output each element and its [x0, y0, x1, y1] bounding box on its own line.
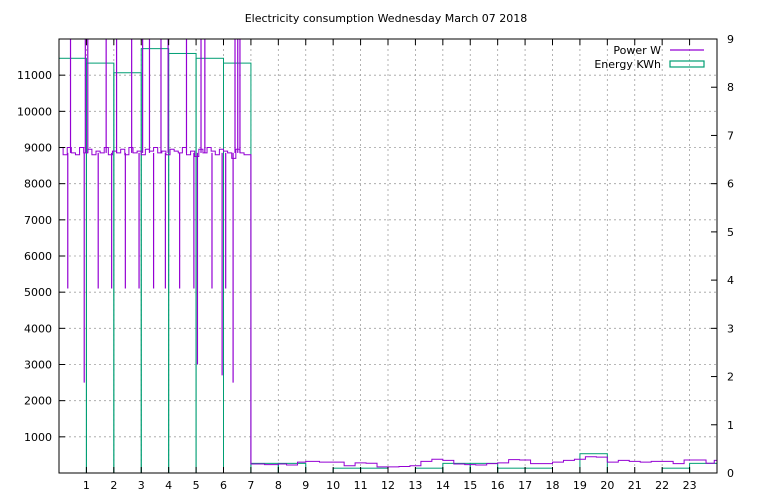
y-right-tick-label: 5 — [727, 226, 734, 239]
x-tick-label: 12 — [381, 479, 395, 492]
x-tick-label: 15 — [463, 479, 477, 492]
legend-label-energy: Energy KWh — [594, 58, 661, 71]
x-tick-label: 14 — [436, 479, 450, 492]
y-left-tick-label: 6000 — [24, 250, 52, 263]
y-right-tick-label: 2 — [727, 371, 734, 384]
y-left-tick-label: 11000 — [17, 69, 52, 82]
y-left-tick-label: 5000 — [24, 286, 52, 299]
x-tick-label: 20 — [600, 479, 614, 492]
chart-title: Electricity consumption Wednesday March … — [245, 12, 528, 25]
x-tick-label: 1 — [83, 479, 90, 492]
x-tick-label: 22 — [655, 479, 669, 492]
legend: Power W Energy KWh — [594, 44, 705, 71]
x-tick-label: 5 — [193, 479, 200, 492]
y-right-tick-label: 3 — [727, 322, 734, 335]
y-left-tick-label: 2000 — [24, 395, 52, 408]
y-left-tick-label: 3000 — [24, 359, 52, 372]
axis-layer: 1 2 3 4 5 6 7 8 9 10 11 12 13 14 15 16 17 18 19 20 21 22 23100… — [17, 33, 734, 492]
y-left-tick-label: 4000 — [24, 322, 52, 335]
y-right-tick-label: 1 — [727, 419, 734, 432]
x-tick-label: 16 — [491, 479, 505, 492]
x-tick-label: 13 — [408, 479, 422, 492]
y-right-tick-label: 6 — [727, 178, 734, 191]
x-tick-label: 17 — [518, 479, 532, 492]
x-tick-label: 4 — [165, 479, 172, 492]
legend-label-power: Power W — [613, 44, 661, 57]
x-tick-label: 19 — [573, 479, 587, 492]
x-tick-label: 11 — [354, 479, 368, 492]
x-tick-label: 21 — [628, 479, 642, 492]
x-tick-label: 3 — [138, 479, 145, 492]
y-right-tick-label: 9 — [727, 33, 734, 46]
y-right-tick-label: 4 — [727, 274, 734, 287]
y-right-tick-label: 0 — [727, 467, 734, 480]
x-tick-label: 6 — [220, 479, 227, 492]
y-left-tick-label: 9000 — [24, 142, 52, 155]
power-series — [59, 39, 717, 468]
y-left-tick-label: 1000 — [24, 431, 52, 444]
y-left-tick-label: 7000 — [24, 214, 52, 227]
y-left-tick-label: 8000 — [24, 178, 52, 191]
plot-frame — [58, 38, 718, 474]
legend-swatch-energy — [669, 60, 705, 68]
x-tick-label: 18 — [546, 479, 560, 492]
x-tick-label: 10 — [326, 479, 340, 492]
x-tick-label: 8 — [275, 479, 282, 492]
x-tick-label: 23 — [683, 479, 697, 492]
y-left-tick-label: 10000 — [17, 105, 52, 118]
x-tick-label: 9 — [302, 479, 309, 492]
y-right-tick-label: 7 — [727, 129, 734, 142]
x-tick-label: 7 — [247, 479, 254, 492]
y-right-tick-label: 8 — [727, 81, 734, 94]
x-tick-label: 2 — [110, 479, 117, 492]
